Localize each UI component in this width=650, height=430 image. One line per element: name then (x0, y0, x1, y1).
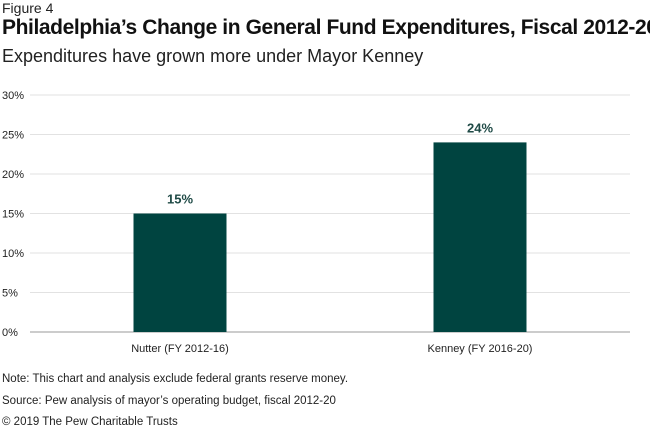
y-tick-label: 10% (2, 248, 24, 260)
y-tick-label: 15% (2, 209, 24, 221)
bar (133, 213, 227, 332)
figure-label: Figure 4 (2, 0, 54, 16)
chart-note: Note: This chart and analysis exclude fe… (2, 373, 349, 385)
y-tick-label: 25% (2, 130, 24, 142)
data-label: 24% (467, 120, 493, 135)
y-tick-label: 0% (2, 327, 18, 339)
bar-chart: 0% 5% 10% 15% 20% 25% 30% 15% Nutter (FY 2012-16… (2, 90, 630, 355)
data-label: 15% (167, 192, 193, 207)
copyright-notice: © 2019 The Pew Charitable Trusts (2, 416, 178, 428)
y-tick-label: 30% (2, 90, 24, 102)
chart-subtitle: Expenditures have grown more under Mayor… (2, 46, 424, 66)
x-tick-label: Kenney (FY 2016-20) (428, 343, 533, 355)
chart-source: Source: Pew analysis of mayor’s operatin… (2, 395, 336, 407)
x-tick-label: Nutter (FY 2012-16) (131, 343, 229, 355)
chart-title: Philadelphia’s Change in General Fund Ex… (2, 16, 650, 39)
y-tick-label: 5% (2, 288, 18, 300)
bar (433, 142, 527, 332)
y-tick-label: 20% (2, 169, 24, 181)
